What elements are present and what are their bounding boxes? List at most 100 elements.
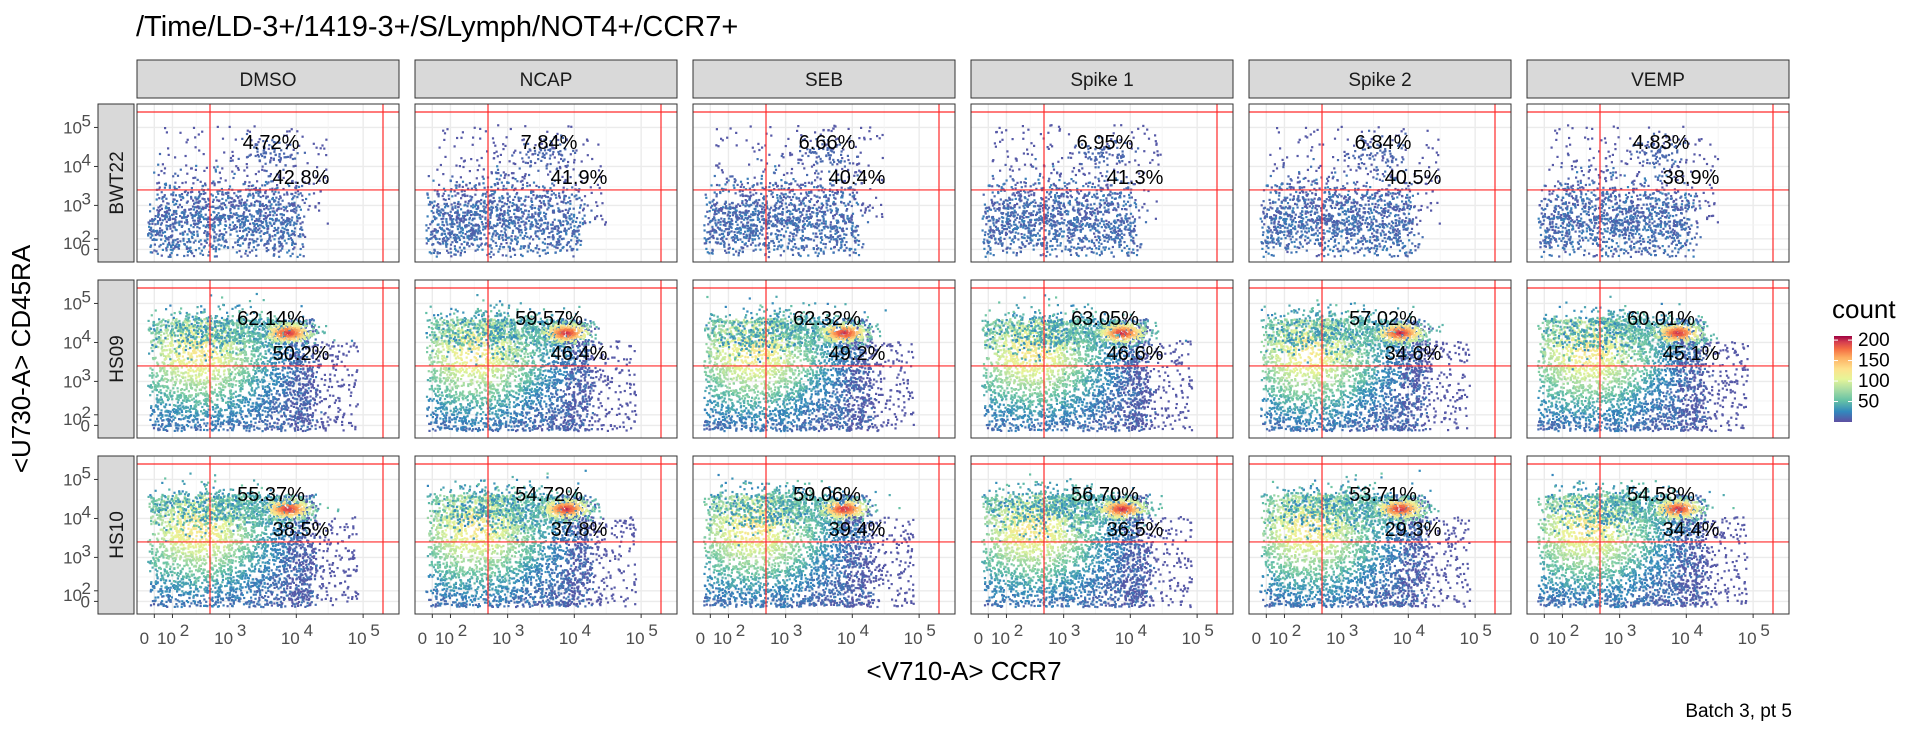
x-tick-label: 10 [1115,629,1134,648]
x-tick-label: 10 [559,629,578,648]
y-tick-exponent: 3 [82,189,91,208]
x-tick-label: 10 [281,629,300,648]
legend-colorbar [1834,336,1852,422]
x-axis-col-0: 0 10 2 10 3 10 4 10 5 [140,614,380,648]
x-tick-exponent: 3 [1627,621,1636,640]
x-tick-label: 10 [157,629,176,648]
x-axis-col-5: 0 10 2 10 3 10 4 10 5 [1530,614,1770,648]
lower-percentage: 29.3% [1385,519,1442,541]
x-tick-label: 10 [1604,629,1623,648]
panel-2-3: 56.70%36.5% [971,456,1233,614]
x-axis-col-4: 0 10 2 10 3 10 4 10 5 [1252,614,1492,648]
x-tick-exponent: 5 [648,621,657,640]
upper-percentage: 54.72% [515,484,583,506]
x-tick-label: 10 [991,629,1010,648]
lower-percentage: 37.8% [551,519,608,541]
chart-title: /Time/LD-3+/1419-3+/S/Lymph/NOT4+/CCR7+ [136,11,738,43]
x-tick-exponent: 4 [860,621,869,640]
x-tick-label: 10 [1326,629,1345,648]
x-tick-exponent: 3 [237,621,246,640]
x-tick-label: 0 [1530,629,1539,648]
facet-label-col-5: VEMP [1631,70,1685,91]
upper-percentage: 62.14% [237,308,305,330]
upper-percentage: 56.70% [1071,484,1139,506]
lower-percentage: 34.4% [1663,519,1720,541]
facet-grid: DMSO NCAP SEB Spike 1 Spike 2 VEMPBWT22HS09HS… [63,60,1789,648]
facet-label-col-1: NCAP [520,70,573,91]
x-tick-exponent: 4 [1138,621,1147,640]
lower-percentage: 39.4% [829,519,886,541]
upper-percentage: 4.83% [1633,132,1690,154]
x-tick-exponent: 2 [458,621,467,640]
legend-tick-label: 50 [1858,392,1879,413]
y-tick-label: 10 [63,509,82,528]
lower-percentage: 40.4% [829,167,886,189]
panel-0-5: 4.83% 38.9% [1527,104,1789,262]
x-tick-exponent: 2 [1014,621,1023,640]
y-tick-label: 10 [63,410,82,429]
y-tick-label: 10 [63,234,82,253]
x-axis-col-2: 0 10 2 10 3 10 4 10 5 [696,614,936,648]
x-tick-label: 10 [1738,629,1757,648]
x-tick-exponent: 4 [1694,621,1703,640]
facet-label-row-0: BWT22 [107,151,128,214]
upper-percentage: 6.84% [1355,132,1412,154]
y-tick-label: 10 [63,586,82,605]
y-tick-exponent: 3 [82,541,91,560]
x-tick-exponent: 5 [1204,621,1213,640]
upper-percentage: 6.95% [1077,132,1134,154]
panel-1-3: 63.05%46.6% [971,280,1233,438]
panel-1-4: 57.02% 34.6% [1249,280,1511,438]
x-tick-label: 10 [1182,629,1201,648]
panel-0-2: 6.66%40.4% [693,104,955,262]
facet-label-col-3: Spike 1 [1070,70,1133,91]
facet-label-col-2: SEB [805,70,843,91]
y-tick-label: 10 [63,333,82,352]
x-tick-label: 10 [1269,629,1288,648]
x-tick-label: 10 [1048,629,1067,648]
y-tick-label: 10 [63,372,82,391]
panel-1-0: 62.14% 50.2% [137,280,399,438]
x-tick-exponent: 3 [1071,621,1080,640]
upper-percentage: 7.84% [521,132,578,154]
x-axis-col-1: 0 10 2 10 3 10 4 10 5 [418,614,658,648]
y-tick-label: 10 [63,196,82,215]
y-tick-exponent: 2 [82,579,91,598]
upper-percentage: 62.32% [793,308,861,330]
upper-percentage: 55.37% [237,484,305,506]
facet-label-col-4: Spike 2 [1348,70,1411,91]
x-tick-exponent: 2 [1570,621,1579,640]
panel-2-5: 54.58%34.4% [1527,456,1789,614]
x-tick-label: 10 [1547,629,1566,648]
x-axis-title: <V710-A> CCR7 [866,656,1061,686]
panel-2-2: 59.06%39.4% [693,456,955,614]
x-tick-label: 10 [214,629,233,648]
lower-percentage: 34.6% [1385,343,1442,365]
panel-1-1: 59.57%46.4% [415,280,677,438]
x-tick-label: 10 [1460,629,1479,648]
y-axis-title: <U730-A> CD45RA [6,244,36,473]
upper-percentage: 4.72% [243,132,300,154]
x-tick-label: 10 [1671,629,1690,648]
facet-label-row-2: HS10 [107,511,128,559]
lower-percentage: 49.2% [829,343,886,365]
lower-percentage: 41.3% [1107,167,1164,189]
panel-0-0: 4.72%42.8% [137,104,399,262]
facet-label-row-1: HS09 [107,335,128,383]
x-tick-exponent: 5 [370,621,379,640]
x-tick-exponent: 5 [1760,621,1769,640]
y-tick-exponent: 4 [82,502,91,521]
lower-percentage: 38.9% [1663,167,1720,189]
lower-percentage: 41.9% [551,167,608,189]
x-tick-exponent: 5 [1482,621,1491,640]
x-tick-exponent: 2 [180,621,189,640]
upper-percentage: 57.02% [1349,308,1417,330]
panel-2-4: 53.71%29.3% [1249,456,1511,614]
x-tick-exponent: 3 [515,621,524,640]
legend-tick-label: 150 [1858,351,1890,372]
lower-percentage: 50.2% [273,343,330,365]
x-tick-exponent: 4 [1416,621,1425,640]
